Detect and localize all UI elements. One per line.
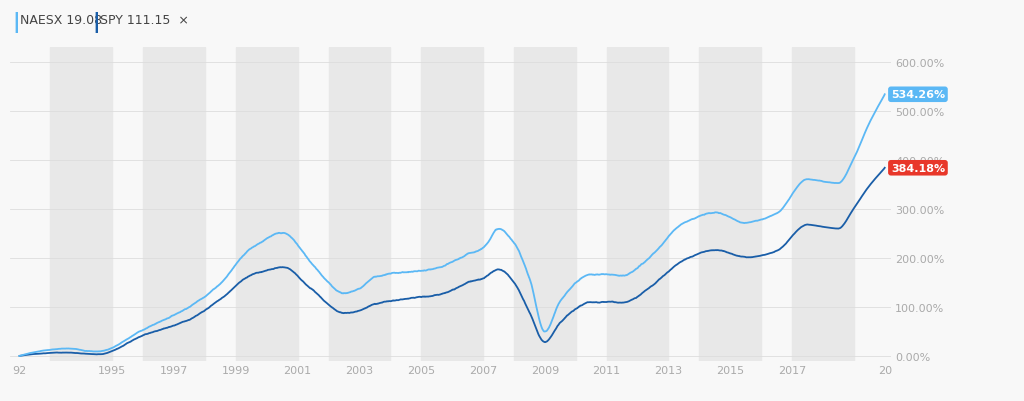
Bar xyxy=(606,48,669,361)
Text: |: | xyxy=(12,12,19,33)
Bar xyxy=(514,48,575,361)
Bar xyxy=(329,48,390,361)
Bar xyxy=(50,48,113,361)
Text: NAESX 19.08: NAESX 19.08 xyxy=(20,14,102,27)
Text: 534.26%: 534.26% xyxy=(891,90,945,100)
Text: |: | xyxy=(92,12,99,33)
Bar xyxy=(699,48,761,361)
Bar xyxy=(792,48,854,361)
Bar xyxy=(236,48,298,361)
Text: SPY 111.15  ×: SPY 111.15 × xyxy=(100,14,189,27)
Bar xyxy=(421,48,483,361)
Bar xyxy=(143,48,205,361)
Text: 384.18%: 384.18% xyxy=(891,163,945,173)
